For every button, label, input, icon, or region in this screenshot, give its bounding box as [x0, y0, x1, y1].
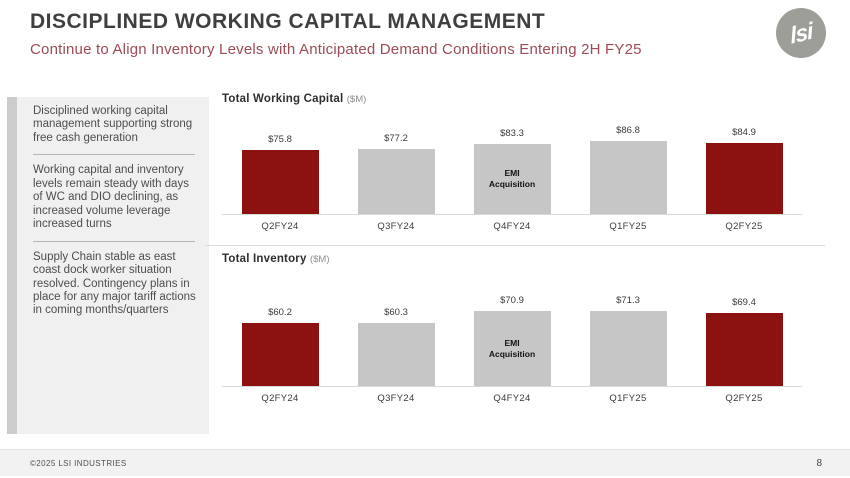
footer: ©2025 LSI INDUSTRIES 8: [0, 449, 850, 476]
category-label: Q3FY24: [377, 221, 415, 232]
bar: [241, 150, 319, 214]
bar: EMI Acquisition: [473, 143, 551, 214]
bar: [241, 322, 319, 386]
category-label: Q2FY25: [725, 221, 763, 232]
category-label: Q2FY24: [261, 221, 299, 232]
sidebar-notes: Disciplined working capital management s…: [25, 97, 209, 327]
chart-unit-label: ($M): [309, 254, 330, 265]
bar-column-q1fy25: $71.3: [570, 295, 686, 386]
note-working-capital: Working capital and inventory levels rem…: [33, 164, 189, 231]
category-label: Q3FY24: [377, 393, 415, 404]
bar: [357, 149, 435, 214]
chart-total-inventory: Total Inventory ($M) $60.2 $60.3 $70.9 EMI …: [222, 252, 802, 404]
bar: [705, 142, 783, 214]
bar-value-label: $77.2: [384, 133, 408, 145]
bar-value-label: $69.4: [732, 297, 756, 308]
bar-value-label: $70.9: [500, 295, 524, 307]
bar-value-label: $75.8: [268, 134, 292, 146]
category-label: Q2FY24: [261, 393, 299, 404]
category-label: Q1FY25: [609, 393, 647, 404]
bar-value-label: $60.2: [268, 306, 292, 318]
category-label: Q4FY24: [493, 393, 531, 404]
bar-value-label: $84.9: [732, 126, 756, 138]
bar-column-q3fy24: $60.3: [338, 307, 454, 386]
bar-column-q3fy24: $77.2: [338, 133, 454, 214]
chart-title-row: Total Working Capital ($M): [222, 92, 802, 107]
bar-column-q1fy25: $86.8: [570, 125, 686, 214]
bar: [357, 322, 435, 386]
bar-value-label: $86.8: [616, 125, 640, 136]
copyright-text: ©2025 LSI INDUSTRIES: [30, 458, 127, 468]
bars-row: $75.8 $77.2 $83.3 EMI Acquisition $86.8 $84.9: [222, 124, 802, 215]
chart-total-working-capital: Total Working Capital ($M) $75.8 $77.2 $83…: [222, 92, 802, 232]
category-label: Q2FY25: [725, 393, 763, 404]
category-labels-row: Q2FY24 Q3FY24 Q4FY24 Q1FY25 Q2FY25: [222, 215, 802, 232]
bar-column-q2fy24: $60.2: [222, 307, 338, 386]
bar-plot: $60.2 $60.3 $70.9 EMI Acquisition $71.3 $69.4…: [222, 294, 802, 404]
bar-value-label: $60.3: [384, 306, 408, 318]
bar: [589, 141, 667, 214]
bars-row: $60.2 $60.3 $70.9 EMI Acquisition $71.3 $69.4: [222, 294, 802, 387]
charts-divider: [205, 245, 825, 246]
bar: EMI Acquisition: [473, 311, 551, 386]
bar-column-q4fy24: $83.3 EMI Acquisition: [454, 128, 570, 214]
lsi-logo: lsi: [776, 8, 826, 58]
page-subtitle: Continue to Align Inventory Levels with …: [30, 41, 642, 58]
bar: [589, 311, 667, 386]
page-number: 8: [816, 457, 822, 469]
bar-column-q4fy24: $70.9 EMI Acquisition: [454, 295, 570, 386]
bar-plot: $75.8 $77.2 $83.3 EMI Acquisition $86.8 $84.9…: [222, 124, 802, 232]
chart-title: Total Working Capital: [222, 93, 344, 105]
emi-acquisition-annotation: EMI Acquisition: [488, 337, 536, 359]
note-divider: [33, 240, 195, 242]
page-title: DISCIPLINED WORKING CAPITAL MANAGEMENT: [30, 10, 546, 33]
emi-acquisition-annotation: EMI Acquisition: [488, 167, 536, 189]
note-supply-chain: Supply Chain stable as east coast dock w…: [33, 250, 196, 317]
sidebar-accent-bar: [7, 97, 17, 434]
bar-column-q2fy25: $84.9: [686, 127, 802, 214]
category-label: Q1FY25: [609, 221, 647, 232]
category-label: Q4FY24: [493, 221, 531, 232]
lsi-logo-text: lsi: [788, 16, 814, 49]
bar-value-label: $83.3: [500, 127, 524, 139]
chart-unit-label: ($M): [346, 94, 367, 105]
chart-title-row: Total Inventory ($M): [222, 252, 802, 267]
sidebar-notes-panel: Disciplined working capital management s…: [7, 97, 209, 434]
bar-column-q2fy24: $75.8: [222, 134, 338, 214]
bar-value-label: $71.3: [616, 295, 640, 306]
note-cash-generation: Disciplined working capital management s…: [33, 105, 193, 144]
bar: [705, 313, 783, 386]
bar-column-q2fy25: $69.4: [686, 297, 802, 386]
note-divider: [33, 154, 195, 156]
category-labels-row: Q2FY24 Q3FY24 Q4FY24 Q1FY25 Q2FY25: [222, 387, 802, 404]
chart-title: Total Inventory: [222, 253, 307, 265]
